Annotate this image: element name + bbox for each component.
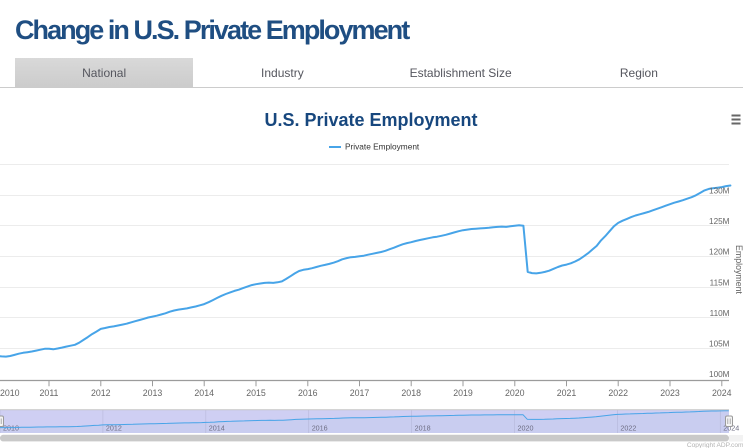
svg-text:2010: 2010 [0, 388, 20, 398]
svg-text:100M: 100M [709, 370, 730, 379]
svg-text:125M: 125M [709, 217, 730, 226]
svg-text:2014: 2014 [194, 388, 214, 398]
svg-text:115M: 115M [710, 278, 730, 287]
svg-text:2011: 2011 [40, 388, 59, 398]
svg-text:120M: 120M [709, 248, 730, 257]
svg-text:2012: 2012 [91, 388, 111, 398]
svg-text:2022: 2022 [608, 388, 628, 398]
svg-text:2016: 2016 [312, 423, 328, 432]
svg-text:2020: 2020 [518, 423, 534, 432]
svg-text:110M: 110M [710, 309, 730, 318]
svg-text:Copyright ADP.com: Copyright ADP.com [687, 442, 743, 448]
svg-text:2022: 2022 [620, 423, 636, 432]
svg-text:2023: 2023 [660, 388, 680, 398]
svg-text:130M: 130M [709, 186, 730, 195]
svg-text:2018: 2018 [401, 388, 421, 398]
svg-text:Employment: Employment [734, 245, 743, 294]
svg-text:U.S. Private Employment: U.S. Private Employment [264, 110, 477, 130]
svg-text:2021: 2021 [557, 388, 577, 398]
svg-text:2018: 2018 [415, 423, 431, 432]
svg-text:2024: 2024 [712, 388, 732, 398]
svg-text:2014: 2014 [209, 423, 225, 432]
svg-text:2020: 2020 [505, 388, 525, 398]
svg-text:2012: 2012 [106, 423, 122, 432]
svg-text:2015: 2015 [246, 388, 266, 398]
svg-text:2024: 2024 [723, 423, 739, 432]
svg-text:2017: 2017 [350, 388, 370, 398]
svg-text:105M: 105M [709, 340, 730, 349]
svg-text:2013: 2013 [143, 388, 163, 398]
svg-text:2019: 2019 [453, 388, 473, 398]
svg-text:Private Employment: Private Employment [345, 142, 420, 152]
svg-text:2016: 2016 [298, 388, 318, 398]
